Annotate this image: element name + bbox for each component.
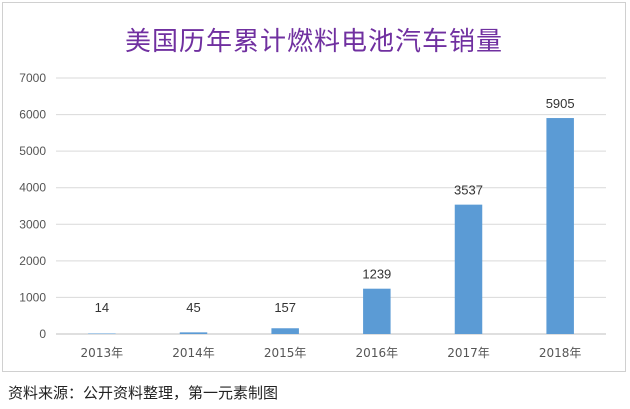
- data-label: 1239: [362, 267, 391, 282]
- y-tick-label: 6000: [19, 108, 46, 122]
- y-tick-label: 3000: [19, 217, 46, 231]
- y-tick-label: 5000: [19, 144, 46, 158]
- y-tick-label: 2000: [19, 254, 46, 268]
- chart-title: 美国历年累计燃料电池汽车销量: [124, 27, 503, 57]
- data-label: 45: [186, 300, 200, 315]
- y-tick-label: 1000: [19, 290, 46, 304]
- data-label: 5905: [546, 96, 575, 111]
- x-tick-label: 2013年: [81, 346, 124, 360]
- x-tick-label: 2015年: [264, 346, 307, 360]
- data-label: 14: [95, 300, 109, 315]
- y-tick-label: 4000: [19, 181, 46, 195]
- chart-frame: 美国历年累计燃料电池汽车销量: [2, 2, 626, 372]
- x-tick-label: 2016年: [356, 346, 399, 360]
- source-note: 资料来源：公开资料整理，第一元素制图: [8, 384, 279, 402]
- x-tick-label: 2014年: [172, 346, 215, 360]
- x-tick-label: 2018年: [539, 346, 582, 360]
- x-tick-label: 2017年: [447, 346, 490, 360]
- bar: [546, 118, 574, 334]
- bar: [88, 333, 116, 334]
- bar: [363, 288, 391, 334]
- y-tick-label: 0: [39, 327, 46, 341]
- bar: [179, 332, 208, 334]
- bar: [271, 328, 299, 334]
- y-tick-label: 7000: [19, 71, 46, 85]
- data-label: 3537: [454, 183, 483, 198]
- data-label: 157: [274, 300, 296, 315]
- bar: [454, 204, 483, 334]
